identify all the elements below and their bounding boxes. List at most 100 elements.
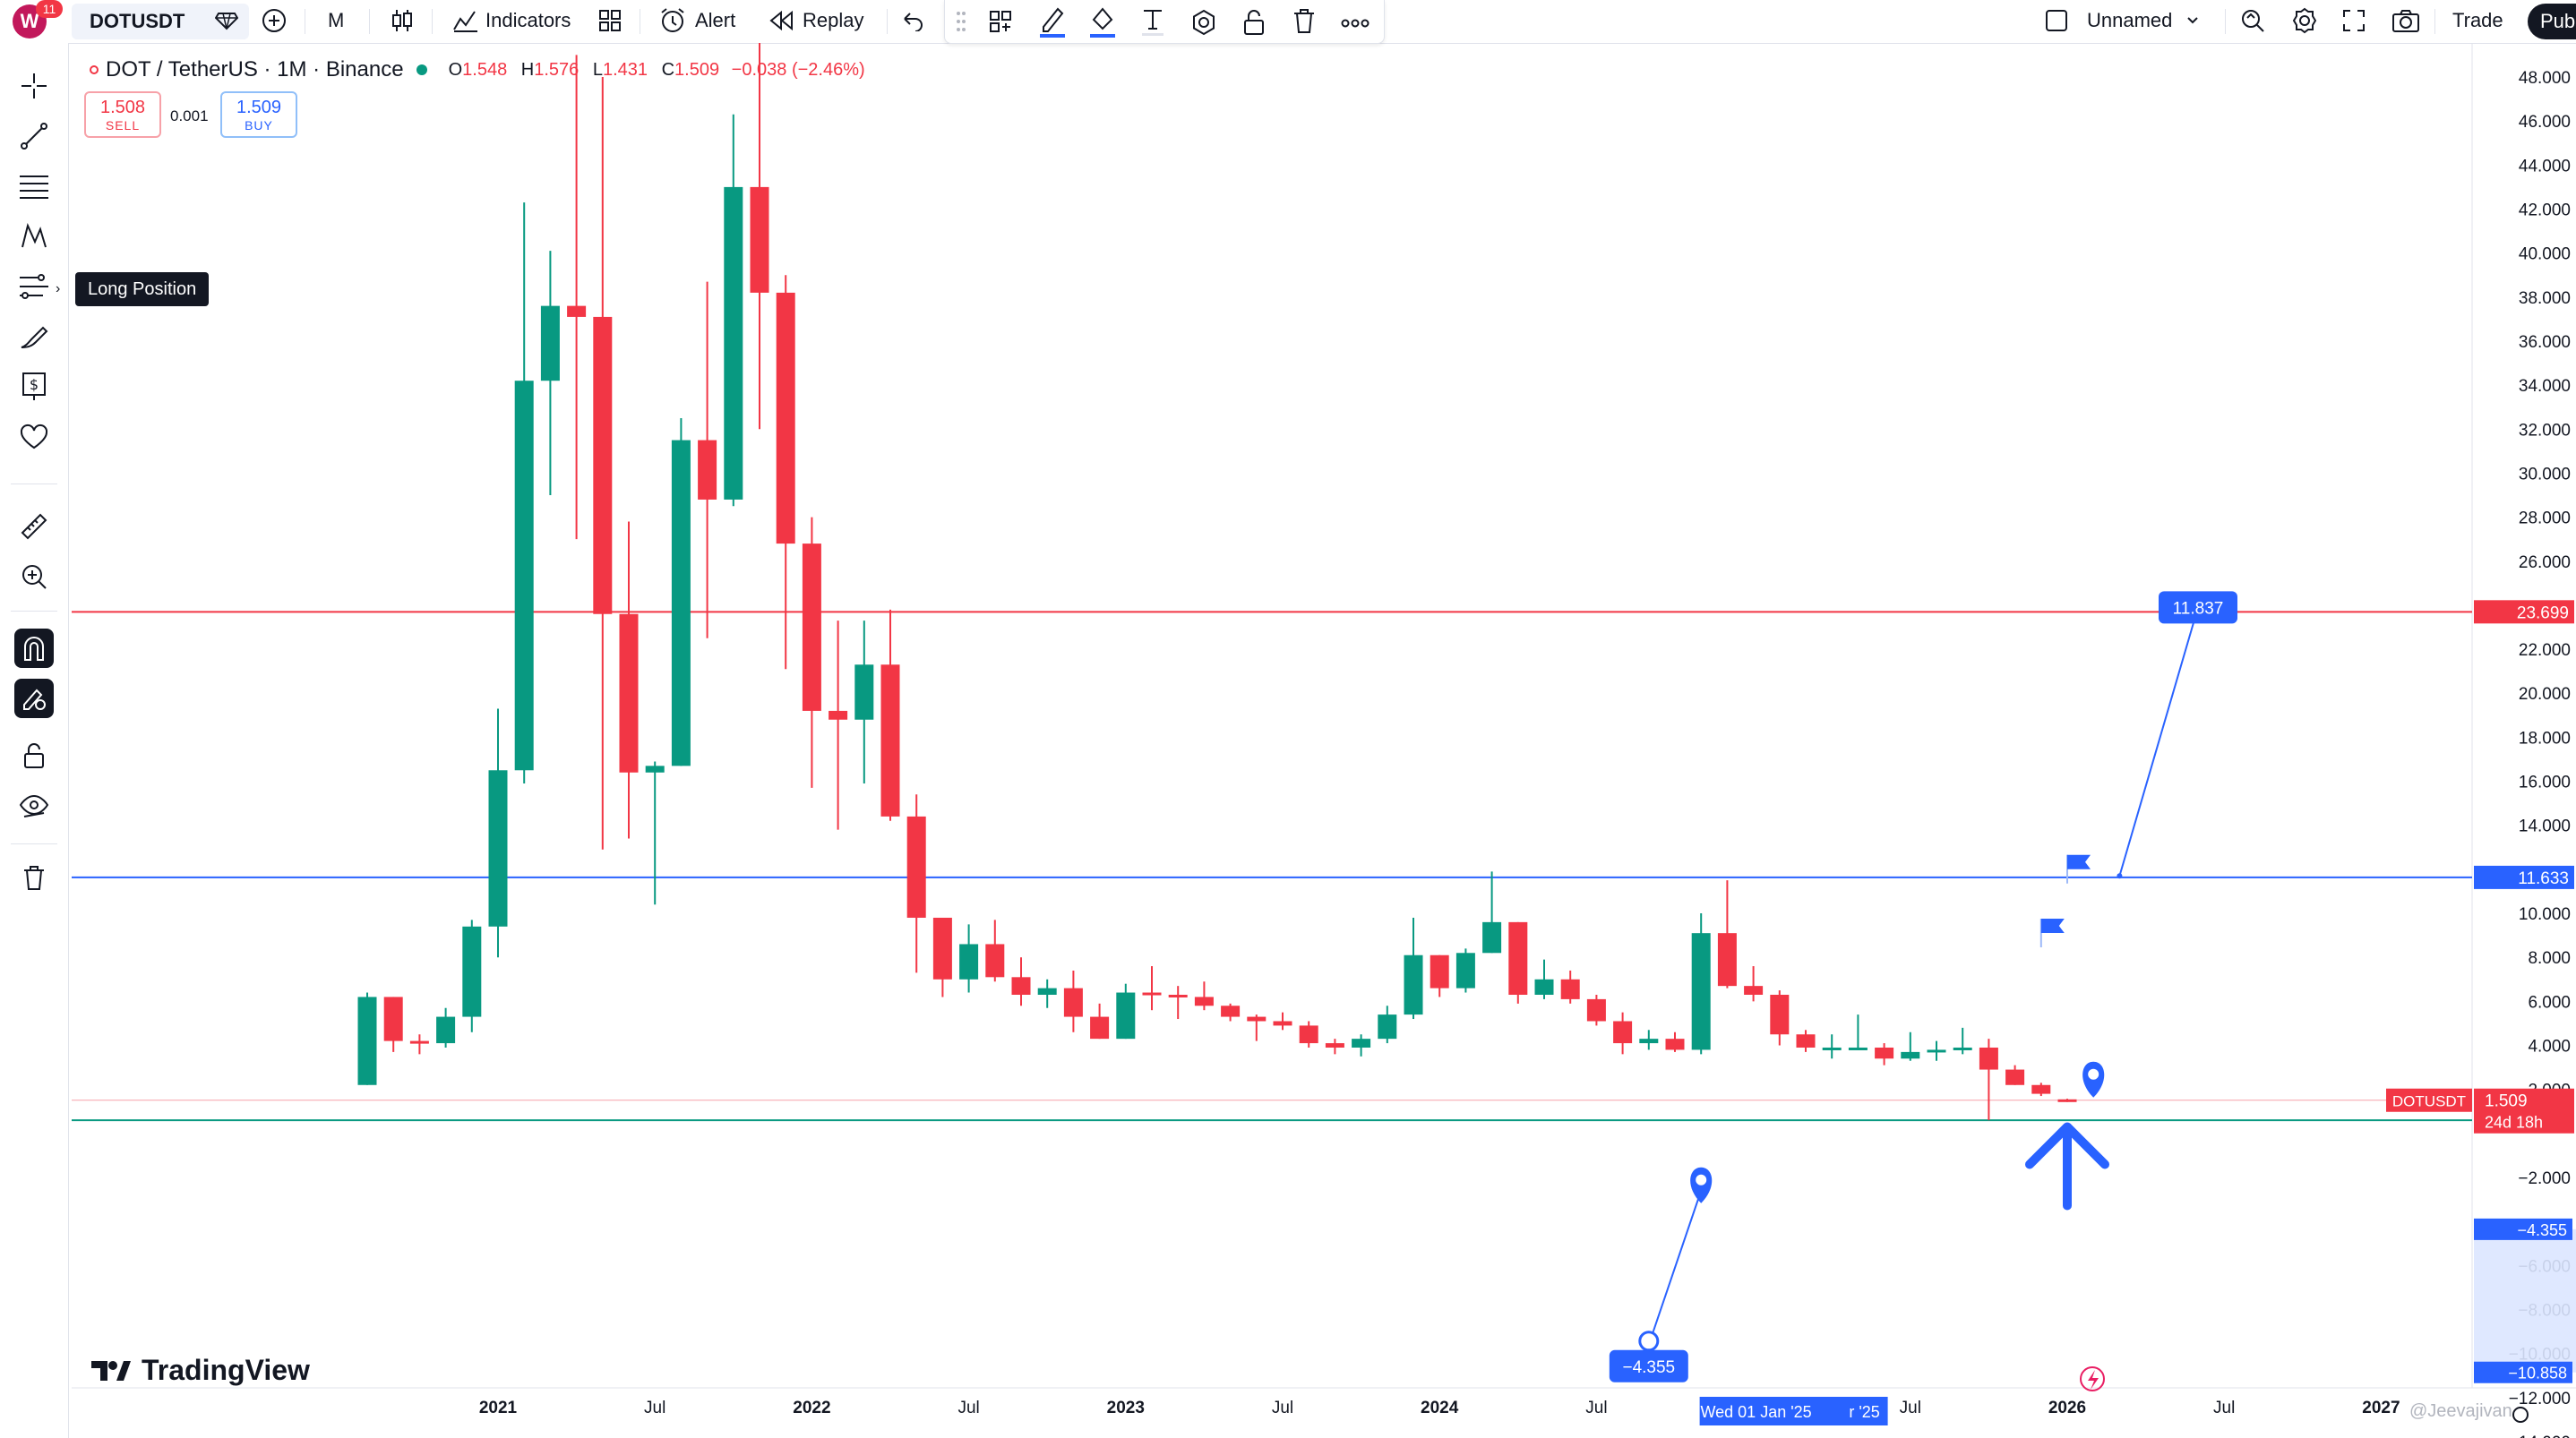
notification-badge: 11: [36, 0, 63, 18]
candle-body: [540, 305, 560, 381]
segment-handle: [1638, 1331, 1660, 1352]
hide-drawings-eye-icon[interactable]: [14, 786, 54, 826]
sell-button[interactable]: 1.508 SELL: [84, 91, 161, 138]
low-key: L: [592, 59, 603, 80]
remove-drawings-trash-icon[interactable]: [14, 858, 54, 897]
tradingview-mark-icon: [91, 1360, 131, 1381]
map-pin-hole: [1696, 1174, 1707, 1185]
y-tick-label: 14.000: [2519, 817, 2571, 836]
toolbar-divider: [11, 611, 57, 612]
drag-handle-icon[interactable]: [956, 11, 966, 37]
magnet-icon[interactable]: [14, 629, 54, 668]
price-axis: 48.000 46.000 44.000 42.000 40.000 38.000 36.0…: [2386, 69, 2576, 1438]
settings-gear-icon[interactable]: [2291, 0, 2318, 41]
undo-icon[interactable]: [901, 0, 924, 41]
tradingview-logo[interactable]: TradingView: [90, 1354, 310, 1387]
more-options-icon[interactable]: [1341, 16, 1370, 32]
legend-title[interactable]: DOT / TetherUS · 1M · Binance: [106, 57, 404, 81]
fill-color-bucket-icon[interactable]: [1088, 5, 1117, 42]
close-value: 1.509: [674, 59, 720, 80]
candle-body: [1063, 988, 1083, 1017]
horizontal-line-price-label: 23.699: [2517, 603, 2569, 622]
price-label-icon[interactable]: $: [14, 367, 54, 407]
templates-icon[interactable]: [988, 9, 1013, 39]
candle-type-icon[interactable]: [391, 0, 414, 41]
candle-body: [906, 816, 926, 918]
candle-body: [880, 664, 900, 817]
candle-body: [436, 1016, 456, 1044]
candle-body: [409, 1040, 429, 1044]
horizontal-line-price-label: 11.633: [2518, 869, 2569, 888]
candle-body: [1508, 921, 1528, 995]
lock-drawings-icon[interactable]: [14, 736, 54, 775]
watchlist-diamond-icon[interactable]: [215, 0, 238, 41]
symbol-name: DOTUSDT: [90, 10, 185, 32]
ruler-icon[interactable]: [14, 507, 54, 546]
text-tool-icon[interactable]: [1140, 7, 1165, 40]
candle-body: [671, 440, 691, 766]
pattern-tool-icon[interactable]: [14, 217, 54, 256]
zoom-in-icon[interactable]: [14, 557, 54, 596]
y-tick-label: 46.000: [2519, 113, 2571, 132]
x-tick-label: 2021: [479, 1399, 518, 1417]
lock-icon[interactable]: [1242, 9, 1266, 40]
range-price-label: −10.858: [2508, 1365, 2567, 1382]
interval-button[interactable]: M: [328, 0, 344, 41]
heart-icon[interactable]: [14, 417, 54, 457]
trash-icon[interactable]: [1292, 7, 1316, 39]
snapshot-camera-icon[interactable]: [2391, 0, 2420, 41]
alert-button[interactable]: Alert: [659, 0, 735, 41]
left-drawing-toolbar: $: [0, 43, 69, 1438]
y-tick-label: 26.000: [2519, 553, 2571, 572]
candle-body: [1273, 1021, 1292, 1026]
brush-icon[interactable]: [14, 317, 54, 356]
replay-button[interactable]: Replay: [769, 0, 863, 41]
fib-retracement-icon[interactable]: [14, 167, 54, 206]
candle-body: [1744, 986, 1764, 995]
tool-expand-arrow-icon[interactable]: ›: [56, 281, 61, 296]
close-key: C: [661, 59, 675, 80]
candle-body: [1011, 977, 1031, 995]
candle-body: [593, 316, 613, 614]
line-color-pencil-icon[interactable]: [1038, 5, 1067, 42]
buy-button[interactable]: 1.509 BUY: [220, 91, 297, 138]
candle-body: [462, 926, 482, 1017]
trade-button[interactable]: Trade: [2452, 0, 2503, 41]
x-tick-label: 2022: [793, 1399, 830, 1417]
crosshair-date-label: Wed 01 Jan '25: [1700, 1403, 1811, 1421]
toolbar-divider: [369, 9, 370, 34]
long-position-icon[interactable]: [14, 267, 54, 306]
fullscreen-icon[interactable]: [2341, 0, 2366, 41]
chart-legend: DOT / TetherUS · 1M · Binance O1.548 H1.…: [90, 57, 865, 82]
candle-body: [1325, 1043, 1344, 1048]
segment-anchor: [2117, 873, 2123, 879]
candle-body: [1927, 1049, 1946, 1053]
avatar-letter: W: [20, 10, 39, 32]
templates-grid-icon[interactable]: [598, 0, 622, 41]
candle-body: [1455, 953, 1475, 989]
price-chart[interactable]: 11.837 −4.355 48.000 46.000 44.000 42.000 40.…: [72, 43, 2576, 1438]
quick-search-icon[interactable]: [2239, 0, 2266, 41]
segment-label-box: [1609, 1349, 1688, 1382]
layout-button[interactable]: Unnamed: [2046, 0, 2199, 41]
layout-checkbox-icon: [2046, 10, 2067, 31]
candle-body: [698, 440, 717, 500]
publish-button[interactable]: Pub: [2528, 4, 2576, 39]
symbol-logo-icon: [90, 65, 99, 74]
settings-icon[interactable]: [1190, 9, 1217, 40]
y-tick-label: 8.000: [2528, 949, 2571, 968]
compare-add-icon[interactable]: [262, 0, 287, 41]
publish-label: Pub: [2540, 10, 2576, 32]
brand-name: TradingView: [142, 1354, 310, 1386]
stay-in-drawing-mode-icon[interactable]: [14, 679, 54, 718]
toolbar-divider: [887, 9, 888, 34]
crosshair-icon[interactable]: [14, 66, 54, 106]
y-tick-label: 18.000: [2519, 729, 2571, 748]
trend-line-icon[interactable]: [14, 116, 54, 156]
x-tick-label: 2023: [1107, 1399, 1145, 1417]
candle-body: [1717, 933, 1737, 987]
indicators-button[interactable]: Indicators: [451, 0, 571, 41]
range-price-box: [2474, 1218, 2572, 1240]
axis-settings-icon: [2512, 1407, 2529, 1423]
y-tick-label: 38.000: [2519, 289, 2571, 308]
